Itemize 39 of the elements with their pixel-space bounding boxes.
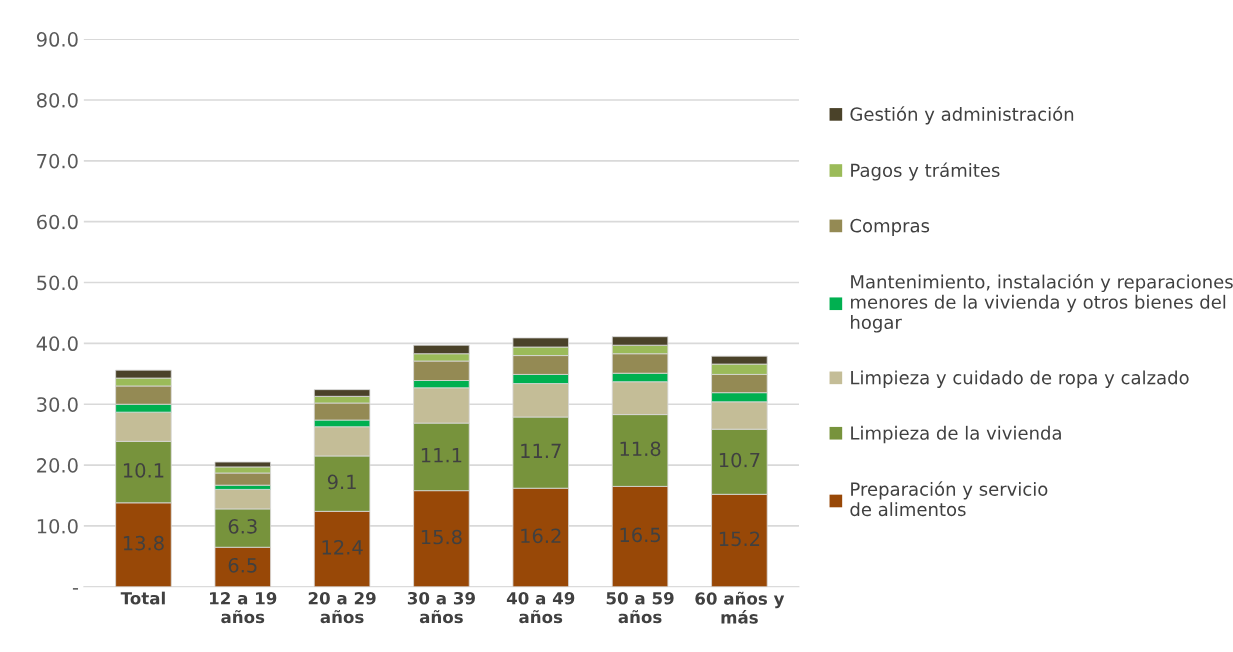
y-tick-label: 90.0 (36, 32, 78, 47)
legend-label: Gestión y administración (850, 106, 1074, 125)
data-label: 16.2 (521, 528, 561, 544)
data-label: 9.1 (327, 474, 356, 490)
data-label: 12.4 (322, 540, 363, 555)
data-label: 10.1 (123, 463, 164, 478)
x-tick-label: 40 a 49 años (506, 591, 575, 624)
data-label: 16.5 (620, 527, 661, 543)
x-tick-label: 60 años y más (695, 591, 785, 624)
legend-label: Preparación y servicio de alimentos (850, 481, 1048, 517)
y-tick-label: - (72, 588, 79, 590)
legend-label: Pagos y trámites (851, 162, 1000, 181)
data-label: 10.7 (719, 452, 760, 468)
data-label: 13.8 (123, 535, 164, 551)
bar (214, 472, 271, 486)
legend-label: Compras (850, 218, 930, 236)
y-tick-label: 10.0 (37, 518, 78, 534)
data-label: 6.5 (228, 557, 257, 573)
data-label: 15.2 (719, 531, 760, 547)
legend-label: Mantenimiento, instalación y reparaciones menores de la vivienda y otros bienes del hogar (851, 273, 1233, 333)
data-label: 6.3 (228, 519, 257, 534)
y-tick-label: 80.0 (37, 92, 78, 108)
y-tick-label: 60.0 (37, 214, 78, 230)
x-tick-label: 12 a 19 años (210, 591, 277, 624)
y-tick-label: 50.0 (37, 275, 78, 291)
y-tick-label: 70.0 (37, 153, 78, 169)
data-label: 15.8 (421, 529, 462, 545)
y-tick-label: 20.0 (37, 458, 78, 473)
data-label: 11.1 (421, 448, 462, 463)
data-label: 11.8 (620, 441, 661, 457)
legend-label: Limpieza de la vivienda (851, 425, 1061, 444)
x-tick-label: 30 a 39 años (407, 591, 475, 624)
x-tick-label: 20 a 29 años (308, 591, 376, 624)
x-tick-label: 50 a 59 años (606, 591, 674, 624)
legend-label: Limpieza y cuidado de ropa y calzado (851, 370, 1189, 388)
y-tick-label: 30.0 (37, 397, 78, 412)
data-label: 11.7 (521, 443, 561, 458)
x-tick-label: Total (120, 591, 165, 605)
y-tick-label: 40.0 (36, 336, 78, 352)
